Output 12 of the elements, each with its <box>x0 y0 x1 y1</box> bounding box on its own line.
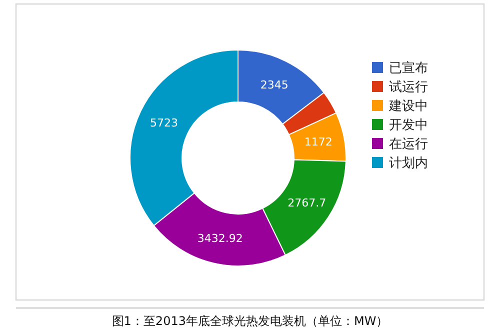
legend-label: 已宣布 <box>389 60 428 76</box>
legend-label: 建设中 <box>388 99 428 114</box>
data-label: 2767.7 <box>288 196 326 210</box>
legend-label: 试运行 <box>389 80 428 95</box>
legend-label: 在运行 <box>389 137 428 152</box>
data-label: 3432.92 <box>197 232 243 246</box>
data-label: 5723 <box>150 116 178 130</box>
data-label: 1172 <box>304 136 332 149</box>
legend-label: 计划内 <box>389 156 428 171</box>
text: 图1：至2013年底全球光热发电装机（单位：MW） <box>112 314 388 328</box>
legend-label: 开发中 <box>389 118 428 133</box>
data-label: 2345 <box>260 78 288 92</box>
